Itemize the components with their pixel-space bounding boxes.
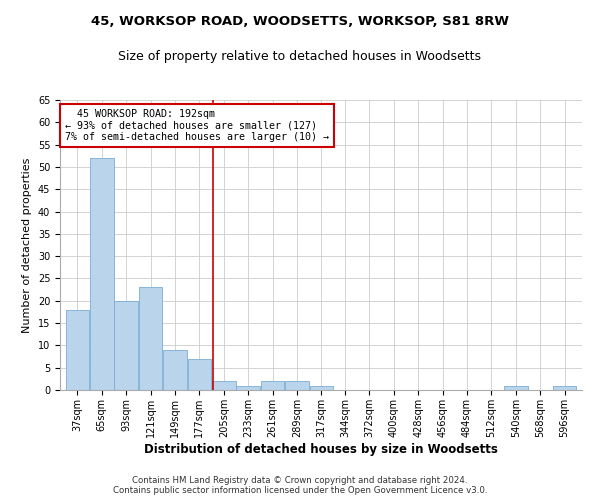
Bar [139,288,163,390]
Bar [115,301,138,390]
Bar [236,386,260,390]
Bar [261,381,284,390]
Bar [310,386,333,390]
Bar [65,310,89,390]
Text: Size of property relative to detached houses in Woodsetts: Size of property relative to detached ho… [119,50,482,63]
Bar [553,386,577,390]
Bar [163,350,187,390]
Bar [90,158,113,390]
Y-axis label: Number of detached properties: Number of detached properties [22,158,32,332]
X-axis label: Distribution of detached houses by size in Woodsetts: Distribution of detached houses by size … [144,442,498,456]
Bar [212,381,236,390]
Text: 45 WORKSOP ROAD: 192sqm
← 93% of detached houses are smaller (127)
7% of semi-de: 45 WORKSOP ROAD: 192sqm ← 93% of detache… [65,108,329,142]
Text: 45, WORKSOP ROAD, WOODSETTS, WORKSOP, S81 8RW: 45, WORKSOP ROAD, WOODSETTS, WORKSOP, S8… [91,15,509,28]
Bar [285,381,309,390]
Bar [504,386,527,390]
Text: Contains HM Land Registry data © Crown copyright and database right 2024.
Contai: Contains HM Land Registry data © Crown c… [113,476,487,495]
Bar [188,359,211,390]
